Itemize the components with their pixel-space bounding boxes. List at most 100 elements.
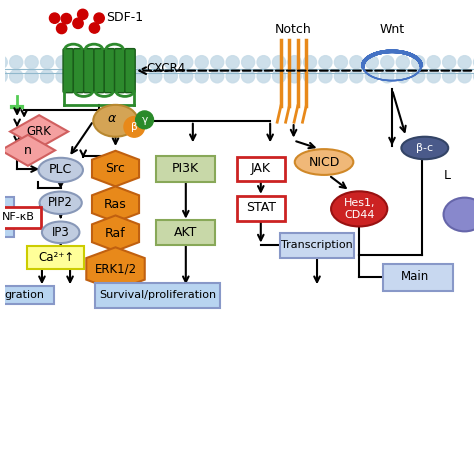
Text: IP3: IP3 (52, 226, 70, 239)
Circle shape (61, 13, 72, 24)
Circle shape (124, 117, 145, 137)
Text: Hes1,: Hes1, (344, 198, 375, 208)
Text: AKT: AKT (174, 226, 198, 239)
Text: CXCR4: CXCR4 (146, 62, 185, 75)
Circle shape (25, 70, 38, 83)
Circle shape (458, 70, 471, 83)
Circle shape (319, 70, 332, 83)
Circle shape (350, 70, 363, 83)
Circle shape (242, 70, 255, 83)
Circle shape (303, 70, 317, 83)
Circle shape (25, 55, 38, 69)
Circle shape (87, 55, 100, 69)
Circle shape (396, 55, 410, 69)
Circle shape (412, 70, 425, 83)
Circle shape (396, 70, 410, 83)
Circle shape (427, 55, 440, 69)
Circle shape (133, 55, 146, 69)
FancyBboxPatch shape (104, 49, 115, 93)
Ellipse shape (295, 149, 353, 175)
Circle shape (273, 55, 286, 69)
FancyBboxPatch shape (63, 49, 73, 93)
Circle shape (458, 55, 471, 69)
Text: Raf: Raf (105, 227, 126, 240)
Circle shape (0, 55, 7, 69)
Circle shape (78, 9, 88, 19)
Text: α: α (108, 112, 116, 125)
Text: GRK: GRK (27, 125, 52, 138)
Circle shape (9, 70, 23, 83)
Circle shape (41, 55, 54, 69)
Circle shape (257, 70, 270, 83)
Text: β: β (131, 122, 137, 132)
Text: Ras: Ras (104, 198, 127, 211)
Ellipse shape (38, 158, 83, 182)
Circle shape (136, 111, 154, 129)
Text: STAT: STAT (246, 201, 276, 214)
Circle shape (257, 55, 270, 69)
Ellipse shape (93, 105, 138, 137)
Circle shape (56, 55, 69, 69)
Polygon shape (1, 135, 55, 166)
Circle shape (412, 55, 425, 69)
Text: L: L (444, 169, 451, 182)
Text: SDF-1: SDF-1 (106, 11, 143, 24)
Text: NICD: NICD (309, 155, 340, 169)
Circle shape (49, 13, 60, 23)
Ellipse shape (42, 221, 80, 243)
Circle shape (56, 23, 67, 34)
Circle shape (427, 70, 440, 83)
Circle shape (180, 55, 193, 69)
Circle shape (164, 70, 177, 83)
Circle shape (0, 70, 7, 83)
Circle shape (381, 70, 394, 83)
FancyBboxPatch shape (0, 197, 14, 237)
Circle shape (195, 70, 208, 83)
Circle shape (210, 70, 224, 83)
Circle shape (149, 70, 162, 83)
Circle shape (443, 55, 456, 69)
Text: n: n (24, 144, 32, 157)
FancyBboxPatch shape (73, 49, 83, 93)
Circle shape (334, 70, 347, 83)
FancyBboxPatch shape (383, 264, 453, 291)
Text: Notch: Notch (275, 22, 312, 36)
Polygon shape (92, 151, 139, 186)
FancyBboxPatch shape (0, 208, 42, 228)
Text: β-c: β-c (416, 143, 433, 153)
Circle shape (365, 70, 378, 83)
Circle shape (210, 55, 224, 69)
Polygon shape (92, 186, 139, 222)
Circle shape (41, 70, 54, 83)
FancyBboxPatch shape (95, 283, 220, 308)
Circle shape (226, 70, 239, 83)
Circle shape (89, 23, 100, 33)
Circle shape (319, 55, 332, 69)
Circle shape (226, 55, 239, 69)
Circle shape (102, 70, 116, 83)
FancyBboxPatch shape (115, 49, 125, 93)
Circle shape (94, 13, 104, 23)
Circle shape (180, 70, 193, 83)
Circle shape (195, 55, 208, 69)
Text: Transcription: Transcription (281, 240, 353, 250)
FancyBboxPatch shape (94, 49, 104, 93)
Circle shape (56, 70, 69, 83)
Circle shape (87, 70, 100, 83)
Text: JAK: JAK (251, 162, 271, 175)
Circle shape (9, 55, 23, 69)
Polygon shape (10, 115, 68, 148)
Polygon shape (92, 216, 139, 251)
Circle shape (72, 55, 84, 69)
Ellipse shape (40, 191, 82, 214)
FancyBboxPatch shape (237, 157, 285, 181)
FancyBboxPatch shape (27, 246, 84, 269)
Text: γ: γ (141, 115, 148, 125)
Text: Survival/proliferation: Survival/proliferation (99, 290, 216, 300)
Circle shape (118, 55, 131, 69)
Circle shape (242, 55, 255, 69)
Circle shape (288, 55, 301, 69)
Text: Src: Src (106, 162, 126, 175)
Circle shape (149, 55, 162, 69)
Circle shape (288, 70, 301, 83)
